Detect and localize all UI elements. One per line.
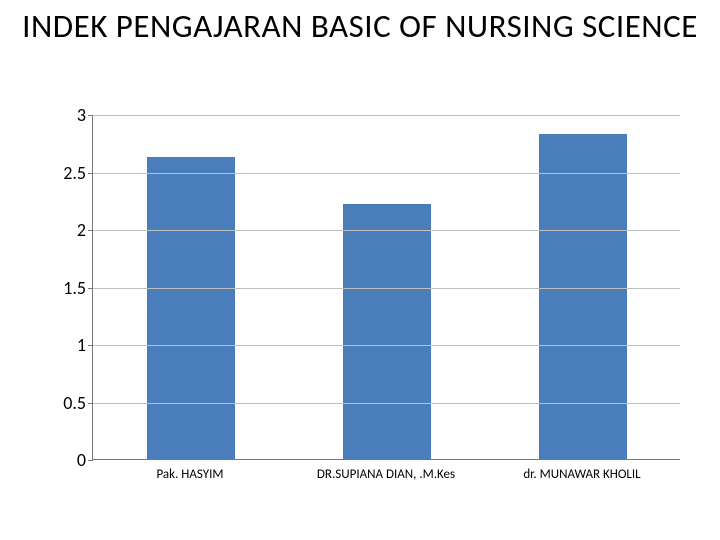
y-tick-label: 0.5: [63, 392, 86, 414]
grid-line: [93, 230, 680, 231]
x-tick-label: DR.SUPIANA DIAN, .M.Kes: [317, 467, 455, 482]
y-tick-mark: [88, 460, 93, 461]
y-tick-label: 3: [77, 104, 86, 126]
grid-line: [93, 403, 680, 404]
y-tick-label: 1: [77, 334, 86, 356]
y-axis: 00.511.522.53: [40, 115, 92, 460]
chart-title: INDEK PENGAJARAN BASIC OF NURSING SCIENC…: [0, 8, 720, 44]
y-tick-label: 0: [77, 449, 86, 471]
grid-line: [93, 173, 680, 174]
bar: [539, 134, 627, 459]
x-tick-label: dr. MUNAWAR KHOLIL: [523, 467, 640, 482]
bar-chart: 00.511.522.53 Pak. HASYIMDR.SUPIANA DIAN…: [40, 115, 680, 515]
y-tick-label: 1.5: [63, 277, 86, 299]
grid-line: [93, 288, 680, 289]
slide: INDEK PENGAJARAN BASIC OF NURSING SCIENC…: [0, 0, 720, 540]
x-tick-label: Pak. HASYIM: [157, 467, 224, 482]
grid-line: [93, 345, 680, 346]
y-tick-label: 2: [77, 219, 86, 241]
grid-line: [93, 115, 680, 116]
plot-area: [92, 115, 680, 460]
bar: [147, 157, 235, 459]
bar: [343, 204, 431, 459]
y-tick-label: 2.5: [63, 162, 86, 184]
x-axis-labels: Pak. HASYIM DR.SUPIANA DIAN, .M.Kes dr. MU…: [92, 467, 680, 507]
